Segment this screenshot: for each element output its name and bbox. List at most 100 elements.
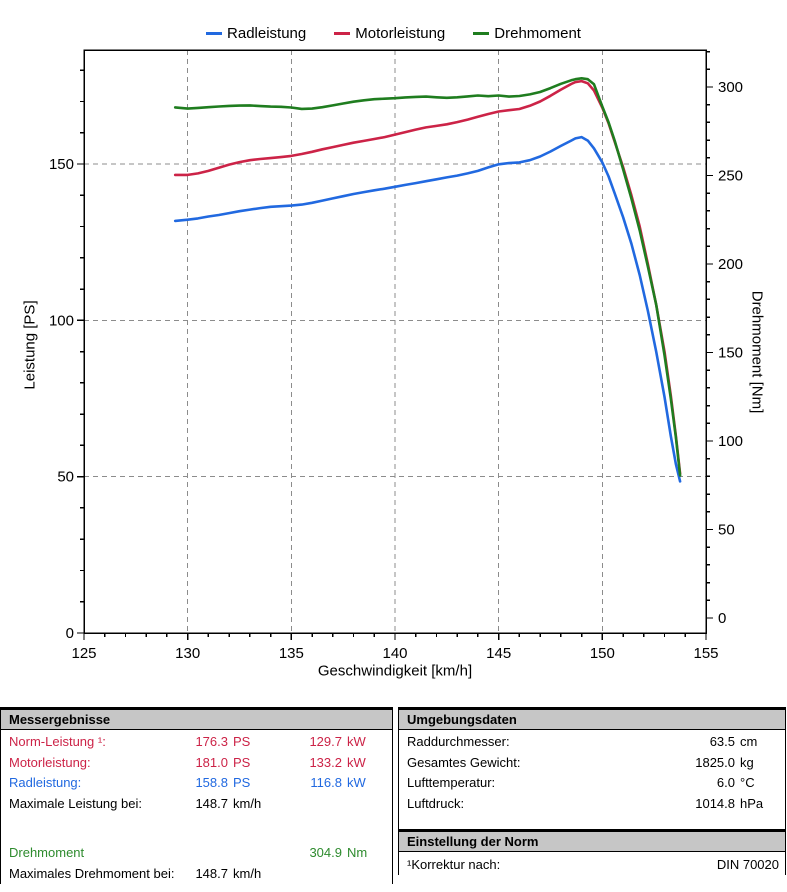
results-table-header: Messergebnisse	[1, 707, 392, 730]
row-unit: km/h	[233, 865, 262, 881]
environment-table-body: Raddurchmesser: 63.5 cm Gesamtes Gewicht: 18…	[399, 730, 785, 814]
x-tick-label: 125	[71, 645, 96, 662]
y-axis-title-right: Drehmoment [Nm]	[748, 290, 766, 414]
row-label: Gesamtes Gewicht:	[407, 754, 521, 770]
legend-item-radleistung: Radleistung	[206, 25, 306, 42]
legend-marker-motorleistung	[334, 31, 351, 36]
y-right-tick-label: 200	[718, 256, 743, 273]
y-right-tick-label: 0	[718, 610, 726, 627]
legend-marker-radleistung	[206, 31, 223, 36]
legend-label: Radleistung	[227, 25, 307, 42]
row-unit	[342, 794, 386, 815]
row-label: ¹Korrektur nach:	[407, 857, 501, 872]
row-label: Drehmoment	[9, 845, 85, 860]
y-right-tick-label: 300	[718, 79, 743, 96]
table-row: Raddurchmesser: 63.5 cm	[399, 732, 785, 753]
row-unit: Nm	[347, 845, 368, 860]
row-label: Maximale Leistung bei:	[9, 795, 142, 811]
y-left-tick-label: 100	[49, 312, 74, 329]
table-row: Gesamtes Gewicht: 1825.0 kg	[399, 753, 785, 774]
row-label: Maximales Drehmoment bei:	[9, 865, 175, 881]
legend-marker-drehmoment	[473, 31, 490, 36]
row-value	[278, 794, 342, 815]
results-table: Messergebnisse Norm-Leistung ¹: 176.3 PS 12…	[0, 707, 393, 884]
row-value: 304.9	[309, 845, 342, 860]
x-tick-label: 140	[382, 645, 407, 662]
row-unit	[342, 864, 386, 885]
row-value: 181.0	[195, 754, 228, 770]
table-row: Lufttemperatur: 6.0 °C	[399, 773, 785, 794]
y-axis-title-left: Leistung [PS]	[21, 300, 39, 390]
table-row: Motorleistung: 181.0 PS 133.2 kW	[1, 753, 392, 774]
row-unit: hPa	[740, 795, 764, 811]
environment-table: Umgebungsdaten Raddurchmesser: 63.5 cm Gesa…	[399, 707, 785, 814]
y-left-tick-label: 50	[57, 469, 74, 486]
y-right-tick-label: 150	[718, 345, 743, 362]
environment-table-header: Umgebungsdaten	[399, 707, 785, 730]
results-table-body: Norm-Leistung ¹: 176.3 PS 129.7 kW Motorleist…	[1, 730, 392, 884]
row-value: 158.8	[195, 775, 228, 790]
legend-item-motorleistung: Motorleistung	[334, 25, 445, 42]
row-unit: kW	[347, 734, 366, 749]
row-value: 63.5	[709, 734, 735, 749]
row-unit: cm	[740, 734, 758, 749]
row-label: Raddurchmesser:	[407, 734, 510, 749]
row-unit	[228, 843, 278, 864]
table-row: Maximale Leistung bei: 148.7 km/h	[1, 794, 392, 815]
y-left-tick-label: 0	[66, 625, 74, 642]
row-value: 148.7	[195, 865, 228, 881]
norm-table-body: ¹Korrektur nach: DIN 70020	[399, 852, 785, 875]
legend-label: Motorleistung	[355, 25, 446, 42]
y-right-tick-label: 250	[718, 168, 743, 185]
y-left-tick-label: 150	[49, 156, 74, 173]
row-value: 133.2	[309, 754, 342, 770]
series-motorleistung	[173, 79, 682, 475]
row-unit: kg	[740, 754, 754, 770]
table-row: Maximales Drehmoment bei: 148.7 km/h	[1, 864, 392, 885]
right-tables-column: Umgebungsdaten Raddurchmesser: 63.5 cm Gesa…	[398, 707, 786, 875]
table-row: Radleistung: 158.8 PS 116.8 kW	[1, 773, 392, 794]
table-row: Luftdruck: 1014.8 hPa	[399, 794, 785, 815]
table-row: ¹Korrektur nach: DIN 70020	[399, 854, 785, 875]
table-row: Drehmoment 304.9 Nm	[1, 843, 392, 864]
x-tick-label: 130	[175, 645, 200, 662]
row-value: 1014.8	[695, 795, 735, 811]
row-unit: PS	[233, 734, 251, 749]
dyno-chart: Radleistung Motorleistung Drehmoment 125…	[0, 25, 787, 680]
row-unit: PS	[233, 754, 251, 770]
row-label: Radleistung:	[9, 775, 82, 790]
row-value: 148.7	[195, 795, 228, 811]
row-value	[278, 864, 342, 885]
chart-plot-area: 125 130 135 140 145 150 155 0 50 100 150 0 50 100 150 2…	[49, 49, 743, 662]
x-tick-label: 145	[486, 645, 511, 662]
row-unit: kW	[347, 775, 366, 790]
row-unit: °C	[740, 775, 755, 790]
row-label: Luftdruck:	[407, 795, 465, 811]
row-value: 116.8	[310, 775, 342, 790]
series-drehmoment	[173, 77, 682, 477]
x-tick-label: 135	[279, 645, 304, 662]
x-tick-label: 155	[693, 645, 718, 662]
chart-legend: Radleistung Motorleistung Drehmoment	[0, 25, 787, 42]
norm-table: Einstellung der Norm ¹Korrektur nach: DIN…	[399, 829, 785, 875]
row-value: 129.7	[309, 734, 342, 749]
norm-table-header: Einstellung der Norm	[399, 829, 785, 852]
table-row	[1, 814, 392, 843]
legend-item-drehmoment: Drehmoment	[473, 25, 581, 42]
x-axis-title: Geschwindigkeit [km/h]	[317, 662, 473, 680]
y-right-tick-label: 50	[718, 522, 735, 539]
row-value: DIN 70020	[716, 857, 779, 872]
row-label: Motorleistung:	[9, 754, 91, 770]
series-radleistung	[173, 135, 682, 483]
row-unit: PS	[233, 775, 251, 790]
x-tick-label: 150	[590, 645, 615, 662]
row-label: Norm-Leistung ¹:	[9, 734, 106, 749]
table-row: Norm-Leistung ¹: 176.3 PS 129.7 kW	[1, 732, 392, 753]
row-value: 176.3	[195, 734, 228, 749]
row-value	[176, 843, 228, 864]
row-unit: km/h	[233, 795, 262, 811]
row-unit: kW	[347, 754, 366, 770]
y-right-tick-label: 100	[718, 433, 743, 450]
row-label: Lufttemperatur:	[407, 775, 496, 790]
row-value: 1825.0	[695, 754, 735, 770]
